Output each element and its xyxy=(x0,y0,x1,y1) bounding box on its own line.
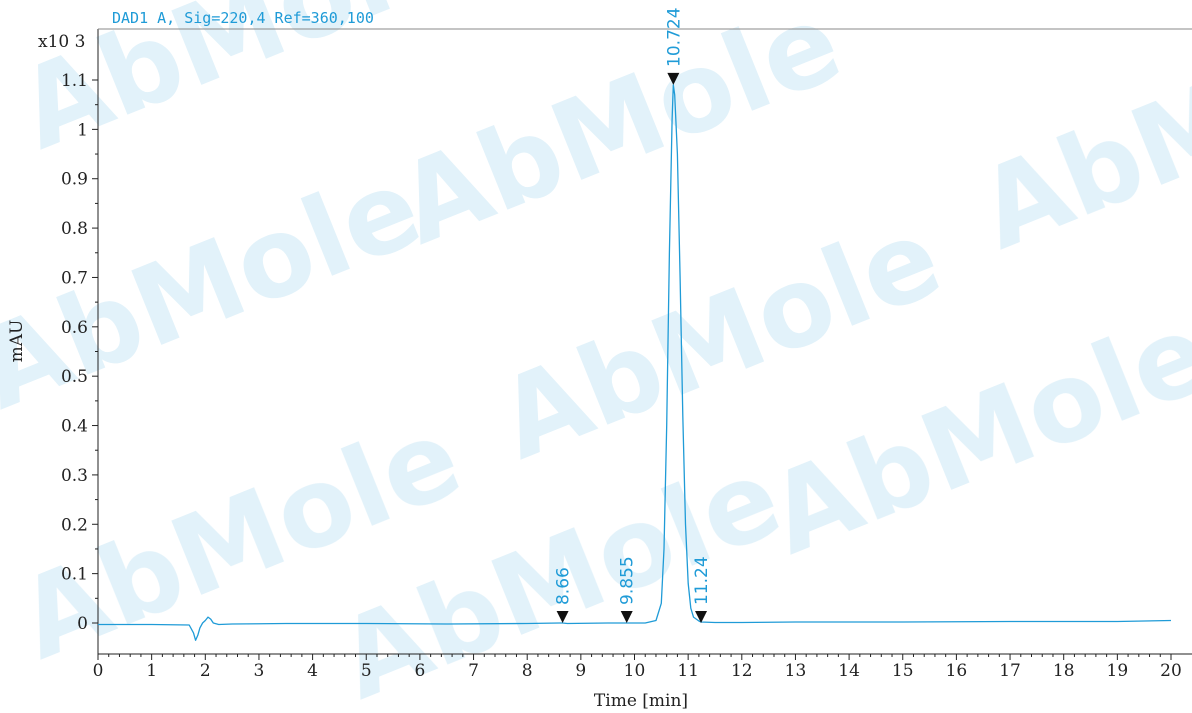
y-tick-label: 0.3 xyxy=(61,466,88,486)
x-tick-label: 2 xyxy=(200,661,211,681)
y-tick-label: 0.8 xyxy=(61,219,88,239)
x-tick-label: 0 xyxy=(93,661,104,681)
x-tick-label: 13 xyxy=(785,661,807,681)
y-tick-label: 0.1 xyxy=(61,565,88,585)
y-tick-label: 0.5 xyxy=(61,367,88,387)
x-tick-label: 18 xyxy=(1053,661,1075,681)
x-tick-label: 19 xyxy=(1107,661,1129,681)
x-tick-label: 20 xyxy=(1160,661,1182,681)
peak-marker xyxy=(620,611,633,623)
x-tick-label: 3 xyxy=(254,661,265,681)
x-tick-label: 17 xyxy=(999,661,1021,681)
peak-label: 11.24 xyxy=(692,556,712,605)
y-tick-label: 1 xyxy=(77,120,88,140)
y-axis-title: mAU xyxy=(7,320,27,363)
x-tick-label: 7 xyxy=(468,661,479,681)
y-ticks: 0 0.1 0.2 0.3 0.4 0.5 0.6 0.7 0.8 0.9 1 1.1 xyxy=(61,71,98,634)
x-tick-label: 15 xyxy=(892,661,914,681)
peak-marker xyxy=(556,611,569,623)
x-axis-title: Time [min] xyxy=(594,691,688,711)
y-tick-label: 0.2 xyxy=(61,515,88,535)
x-tick-label: 4 xyxy=(307,661,318,681)
y-tick-label: 0.6 xyxy=(61,318,88,338)
peak-label: 9.855 xyxy=(618,556,638,605)
peak-marker xyxy=(695,611,708,623)
x-ticks: 0 1 2 3 4 5 6 7 8 9 10 11 12 13 14 15 16 17 18 19 20 xyxy=(93,654,1182,681)
y-multiplier-label: x10 3 xyxy=(38,32,85,52)
x-tick-label: 1 xyxy=(146,661,157,681)
peak-markers: 8.66 9.855 10.724 11.24 xyxy=(554,7,712,623)
y-tick-label: 0.9 xyxy=(61,170,88,190)
x-tick-label: 8 xyxy=(522,661,533,681)
y-tick-label: 0 xyxy=(77,614,88,634)
y-tick-label: 0.4 xyxy=(61,417,88,437)
x-tick-label: 11 xyxy=(677,661,699,681)
y-tick-label: 0.7 xyxy=(61,268,88,288)
chart-title: DAD1 A, Sig=220,4 Ref=360,100 xyxy=(112,9,374,27)
x-tick-label: 10 xyxy=(624,661,646,681)
x-tick-label: 6 xyxy=(414,661,425,681)
peak-label: 8.66 xyxy=(554,567,574,605)
watermark-text: AbMole xyxy=(382,0,858,269)
x-tick-label: 12 xyxy=(731,661,753,681)
x-tick-label: 14 xyxy=(838,661,860,681)
x-tick-label: 9 xyxy=(575,661,586,681)
y-tick-label: 1.1 xyxy=(61,71,88,91)
peak-label: 10.724 xyxy=(664,7,684,66)
x-tick-label: 16 xyxy=(946,661,968,681)
peak-marker xyxy=(667,72,680,85)
x-tick-label: 5 xyxy=(361,661,372,681)
watermark-text: AbMole xyxy=(962,0,1192,274)
